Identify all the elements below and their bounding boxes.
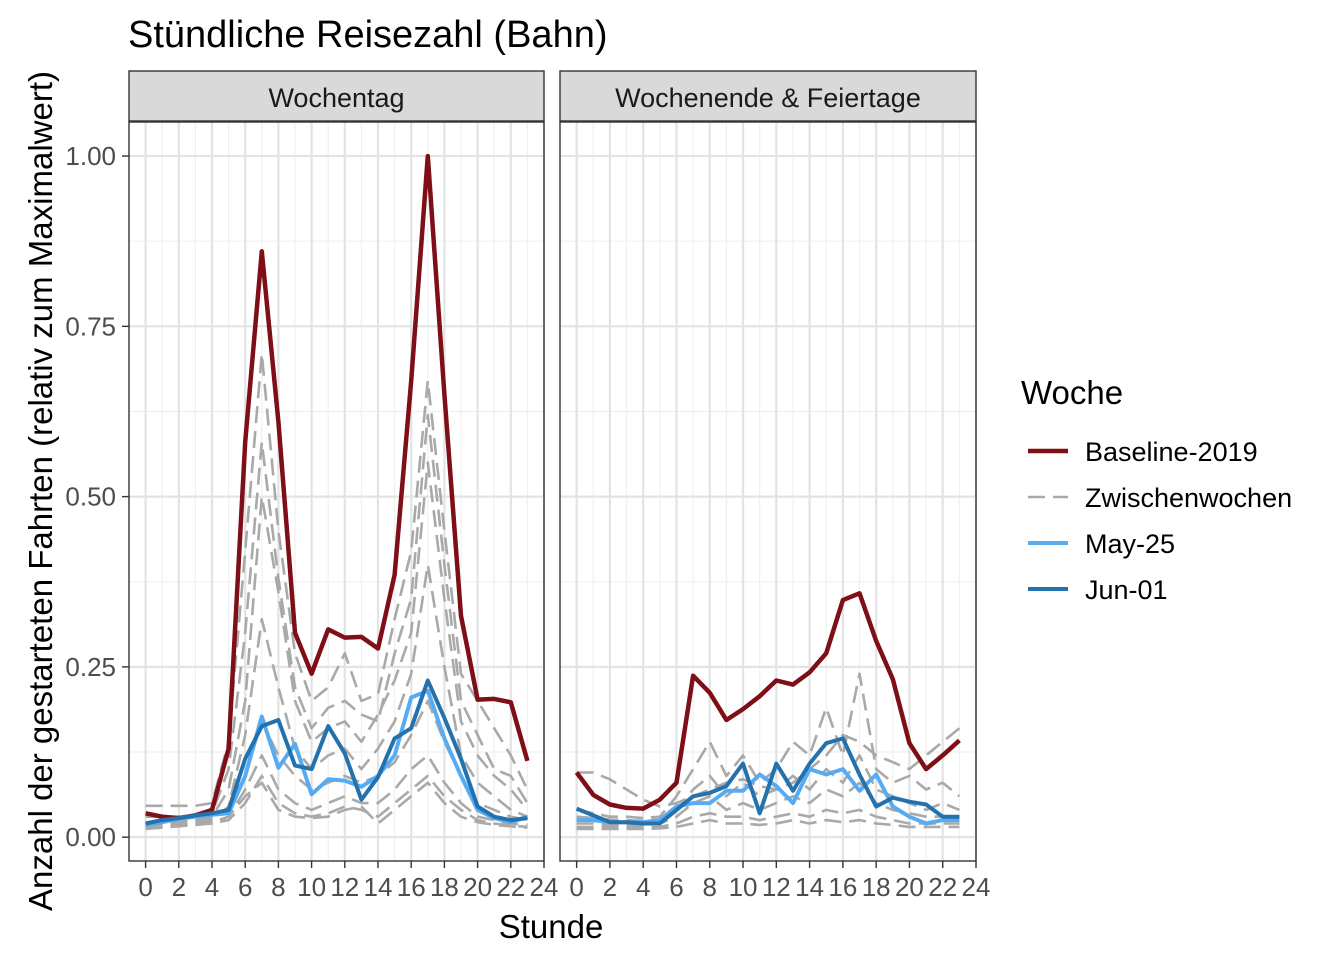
series-line-zwischenwochen [576,808,960,829]
x-tick-label: 8 [703,872,717,902]
x-tick-label: 20 [895,872,924,902]
x-tick-label: 18 [862,872,891,902]
series-line-zwischenwochen [145,563,528,829]
series-line-zwischenwochen [576,672,961,820]
x-tick-label: 22 [928,872,957,902]
x-tick-label: 8 [271,872,285,902]
series-line-jun-01 [145,678,528,826]
series-line-jun-01 [575,736,960,826]
x-tick-label: 20 [463,872,492,902]
y-tick-label: 0.75 [65,311,116,341]
x-tick-label: 14 [795,872,824,902]
x-tick-label: 12 [762,872,791,902]
series-line-baseline-2019 [574,591,961,811]
panel-strip-label: Wochenende & Feiertage [615,83,921,113]
x-tick-label: 2 [603,872,617,902]
x-tick-label: 4 [636,872,650,902]
x-tick-label: 4 [205,872,219,902]
y-tick-label: 0.50 [65,482,116,512]
x-tick-label: 0 [569,872,583,902]
x-tick-label: 6 [669,872,683,902]
legend-label: Baseline-2019 [1085,437,1258,467]
x-tick-label: 10 [729,872,758,902]
x-tick-label: 6 [238,872,252,902]
legend-label: May-25 [1085,529,1175,559]
legend-item: Zwischenwochen [1028,483,1292,513]
series-line-zwischenwochen [576,818,960,831]
legend-title: Woche [1021,374,1123,411]
y-tick-label: 0.00 [65,822,116,852]
plot-background [129,122,544,861]
x-tick-label: 14 [364,872,393,902]
panel-border [128,121,545,862]
x-tick-label: 18 [430,872,459,902]
y-axis-title: Anzahl der gestarteten Fahrten (relativ … [22,71,59,911]
x-tick-label: 24 [530,872,559,902]
panel-strip [128,70,545,122]
x-tick-label: 10 [297,872,326,902]
x-tick-label: 16 [397,872,426,902]
x-tick-label: 24 [962,872,991,902]
x-tick-label: 12 [330,872,359,902]
panel-strip-label: Wochentag [268,83,404,113]
legend: Woche Baseline-2019 Zwischenwochen May-25 Ju… [1021,374,1292,605]
y-tick-label: 1.00 [65,141,116,171]
series-line-zwischenwochen [145,781,528,829]
x-tick-label: 0 [138,872,152,902]
y-tick-label: 0.25 [65,652,116,682]
x-tick-label: 2 [172,872,186,902]
legend-label: Jun-01 [1085,575,1168,605]
legend-item: May-25 [1028,529,1175,559]
series-line-zwischenwochen [145,352,529,808]
series-line-baseline-2019 [145,153,530,821]
x-axis-title: Stunde [499,908,604,945]
chart-title: Stündliche Reisezahl (Bahn) [128,14,608,56]
x-tick-label: 16 [828,872,857,902]
panel-strip [559,70,977,122]
legend-item: Jun-01 [1028,575,1168,605]
x-tick-label: 22 [496,872,525,902]
legend-item: Baseline-2019 [1028,437,1258,467]
legend-label: Zwischenwochen [1085,483,1292,513]
panel-border [559,121,977,862]
